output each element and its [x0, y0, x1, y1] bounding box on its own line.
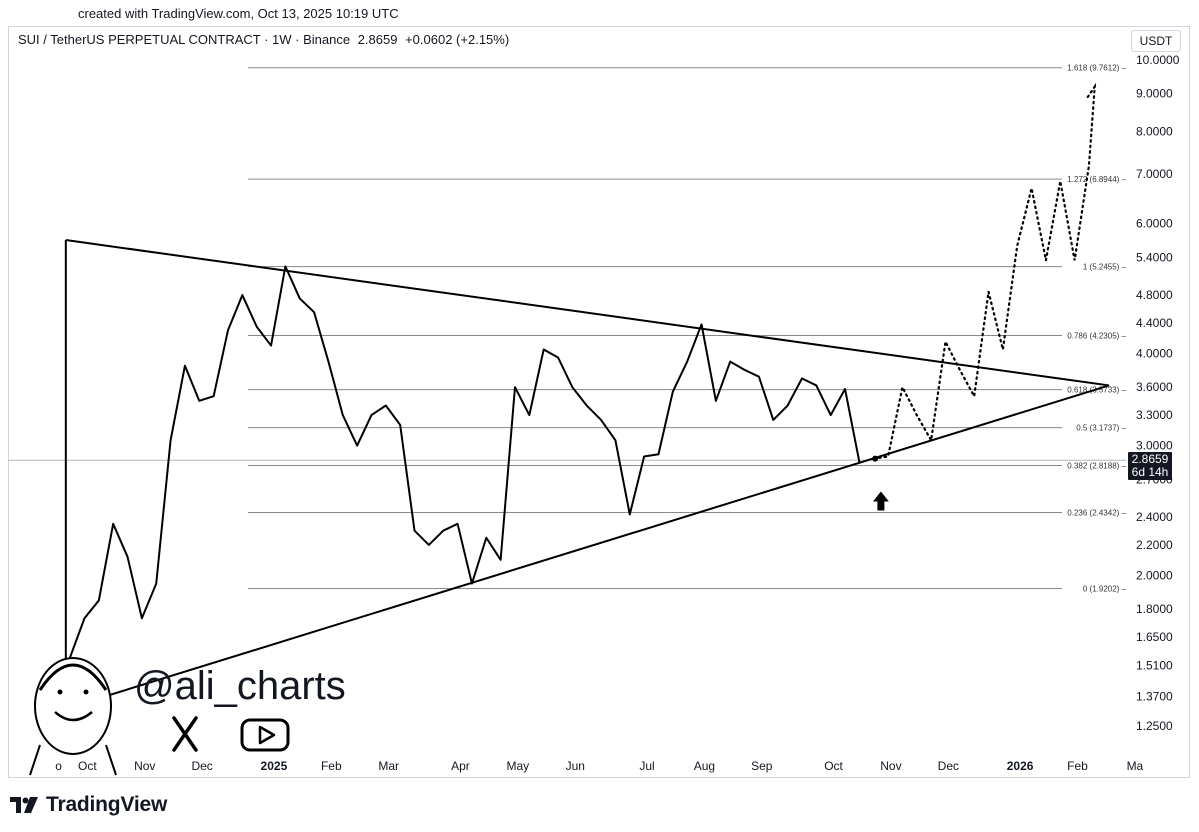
y-tick-label: 8.0000	[1136, 124, 1173, 138]
fib-level-label: 0.236 (2.4342) –	[1067, 509, 1126, 518]
x-tick-label: 2025	[261, 759, 288, 773]
y-tick-label: 1.2500	[1136, 719, 1173, 733]
watermark-handle: @ali_charts	[134, 664, 346, 708]
x-tick-label: Dec	[938, 759, 959, 773]
tradingview-logo-icon	[10, 797, 38, 813]
y-tick-label: 6.0000	[1136, 217, 1173, 231]
x-tick-label: 2026	[1007, 759, 1034, 773]
price-change: +0.0602 (+2.15%)	[405, 32, 510, 47]
symbol-title[interactable]: SUI / TetherUS PERPETUAL CONTRACT · 1W ·…	[18, 32, 351, 47]
x-tick-label: Oct	[78, 759, 97, 773]
avatar-smile	[54, 711, 93, 722]
avatar-illustration	[34, 657, 112, 755]
y-tick-label: 2.0000	[1136, 568, 1173, 582]
symbol-legend: SUI / TetherUS PERPETUAL CONTRACT · 1W ·…	[18, 32, 513, 47]
price-series-line	[57, 265, 861, 740]
fib-level-label: 1 (5.2455) –	[1083, 263, 1127, 272]
x-tick-label: o	[55, 759, 62, 773]
triangle-upper-line	[65, 239, 1110, 387]
x-tick-label: Apr	[451, 759, 470, 773]
projection-path	[872, 82, 1097, 460]
x-tick-label: May	[507, 759, 530, 773]
x-tick-label: Oct	[824, 759, 843, 773]
avatar-shoulders	[29, 744, 117, 776]
x-tick-label: Jun	[566, 759, 585, 773]
avatar-eye-right	[83, 689, 89, 695]
avatar-eye-left	[57, 689, 63, 695]
y-tick-label: 1.8000	[1136, 602, 1173, 616]
currency-button[interactable]: USDT	[1131, 30, 1181, 52]
x-tick-label: Feb	[321, 759, 342, 773]
current-point-marker	[872, 455, 879, 462]
y-tick-label: 1.6500	[1136, 630, 1173, 644]
triangle-lower-line	[65, 384, 1110, 710]
fib-level-label: 0.5 (3.1737) –	[1076, 424, 1126, 433]
x-tick-label: Ma	[1127, 759, 1144, 773]
last-price: 2.8659	[357, 32, 398, 47]
y-tick-label: 2.2000	[1136, 538, 1173, 552]
x-tick-label: Mar	[378, 759, 399, 773]
y-tick-label: 3.0000	[1136, 439, 1173, 453]
created-with-caption: created with TradingView.com, Oct 13, 20…	[78, 6, 399, 21]
x-tick-label: Nov	[134, 759, 155, 773]
y-tick-label: 9.0000	[1136, 87, 1173, 101]
y-tick-label: 3.3000	[1136, 408, 1173, 422]
y-tick-label: 1.5100	[1136, 658, 1173, 672]
x-tick-label: Aug	[694, 759, 715, 773]
last-price-tag-countdown: 6d 14h	[1131, 465, 1169, 479]
fib-level-label: 1.272 (6.8944) –	[1067, 175, 1126, 184]
chart-panel[interactable]	[8, 26, 1190, 778]
fib-level-label: 0.786 (4.2305) –	[1067, 332, 1126, 341]
y-tick-label: 4.0000	[1136, 346, 1173, 360]
x-logo-icon	[172, 716, 198, 752]
y-tick-label: 10.0000	[1136, 53, 1180, 67]
last-price-tag: 2.8659 6d 14h	[1128, 452, 1172, 480]
x-tick-label: Nov	[880, 759, 901, 773]
x-tick-label: Jul	[639, 759, 654, 773]
up-arrow-icon	[872, 491, 889, 511]
y-tick-label: 4.4000	[1136, 316, 1173, 330]
x-tick-label: Feb	[1067, 759, 1088, 773]
fib-level-label: 0 (1.9202) –	[1083, 585, 1127, 594]
y-tick-label: 5.4000	[1136, 250, 1173, 264]
y-tick-label: 7.0000	[1136, 167, 1173, 181]
youtube-icon	[240, 718, 290, 752]
x-tick-label: Sep	[751, 759, 773, 773]
tradingview-brand[interactable]: TradingView	[10, 793, 167, 817]
avatar-hair	[38, 663, 108, 691]
y-tick-label: 4.8000	[1136, 288, 1173, 302]
y-tick-label: 1.3700	[1136, 690, 1173, 704]
y-tick-label: 2.4000	[1136, 510, 1173, 524]
y-tick-label: 3.6000	[1136, 380, 1173, 394]
last-price-tag-value: 2.8659	[1131, 452, 1169, 466]
fib-level-label: 1.618 (9.7612) –	[1067, 64, 1126, 73]
youtube-play-icon	[258, 725, 276, 745]
brand-name: TradingView	[46, 793, 168, 816]
fib-level-label: 0.382 (2.8188) –	[1067, 462, 1126, 471]
x-tick-label: Dec	[191, 759, 212, 773]
